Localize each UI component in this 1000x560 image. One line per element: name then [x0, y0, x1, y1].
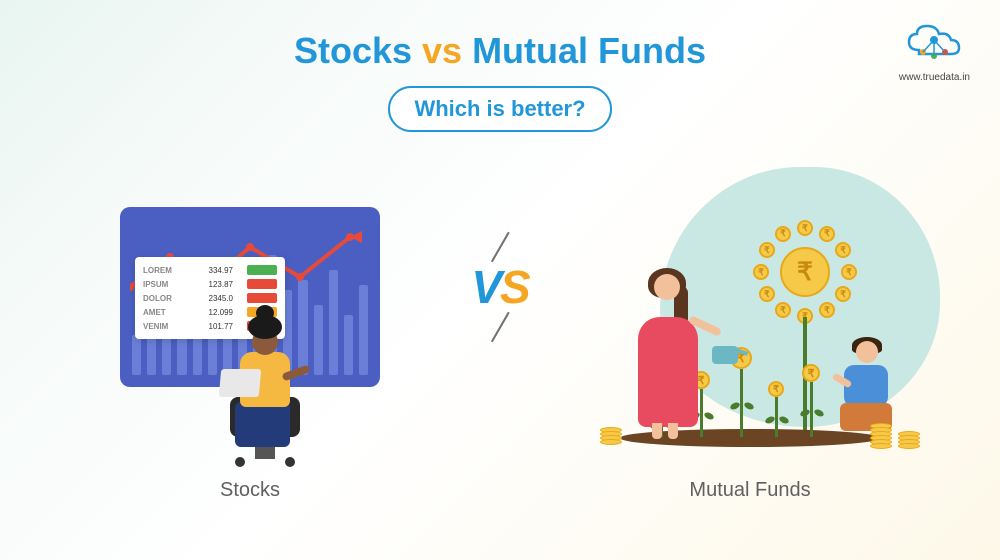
mutual-funds-illustration	[560, 187, 940, 467]
vs-s: S	[500, 261, 529, 313]
watering-can-icon	[712, 346, 738, 364]
brand-logo: www.truedata.in	[899, 20, 970, 83]
person-with-laptop	[210, 307, 330, 467]
mutual-funds-label: Mutual Funds	[689, 479, 810, 502]
stocks-label: Stocks	[220, 479, 280, 502]
title-part-vs: vs	[412, 30, 472, 71]
laptop-icon	[219, 369, 261, 397]
page-title: Stocks vs Mutual Funds	[0, 0, 1000, 72]
title-part-stocks: Stocks	[294, 30, 412, 71]
logo-url: www.truedata.in	[899, 72, 970, 83]
stocks-illustration: LOREM334.97IPSUM123.87DOLOR2345.0AMET12.…	[100, 197, 400, 467]
subtitle-pill: Which is better?	[388, 86, 611, 132]
girl-watering	[630, 274, 710, 439]
stock-row: LOREM334.97	[143, 263, 277, 277]
stock-row: DOLOR2345.0	[143, 291, 277, 305]
title-part-mf: Mutual Funds	[472, 30, 706, 71]
comparison-panels: LOREM334.97IPSUM123.87DOLOR2345.0AMET12.…	[0, 132, 1000, 502]
coin-tree-cluster	[750, 217, 860, 327]
stock-row: IPSUM123.87	[143, 277, 277, 291]
cloud-logo-icon	[899, 20, 969, 65]
vs-v: V	[471, 261, 500, 313]
stocks-panel: LOREM334.97IPSUM123.87DOLOR2345.0AMET12.…	[60, 162, 440, 502]
mutual-funds-panel: Mutual Funds	[560, 162, 940, 502]
vs-badge: VS	[471, 260, 528, 314]
